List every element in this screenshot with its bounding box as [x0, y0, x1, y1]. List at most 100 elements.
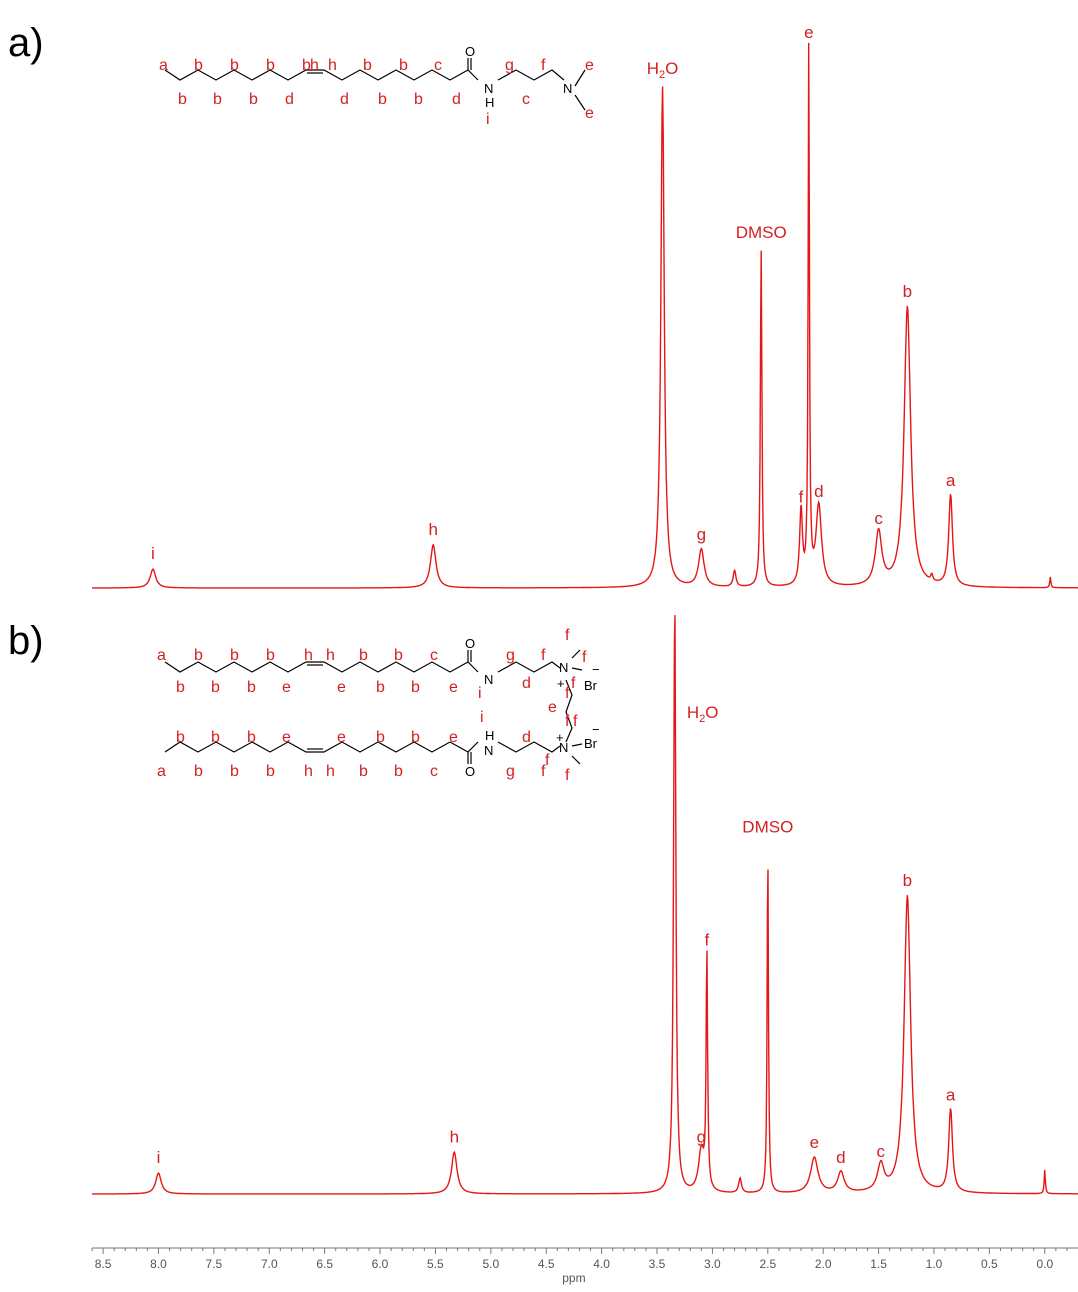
struct-a-label: b [414, 91, 423, 108]
atom-o-b1: O [465, 636, 475, 651]
struct-b-label: h [304, 763, 313, 780]
peak-label-b-a: a [946, 1086, 956, 1105]
atom-n-quat-b1: N [559, 660, 568, 675]
x-tick-label: 1.5 [870, 1257, 887, 1271]
x-axis-title: ppm [562, 1271, 585, 1285]
atom-br-b2: Br [584, 736, 598, 751]
atom-o-a: O [465, 44, 475, 59]
struct-b-label: b [376, 729, 385, 746]
peak-label-a-g: g [697, 525, 706, 544]
struct-b-quat-label: f [565, 767, 570, 784]
x-tick-label: 5.0 [482, 1257, 499, 1271]
struct-a-label: h [310, 57, 319, 74]
struct-a-label: b [302, 57, 311, 74]
struct-b-label: b [411, 729, 420, 746]
struct-b-label: a [157, 763, 166, 780]
peak-label-b-h: h [450, 1127, 459, 1146]
structure-a: O N H N a b b b b h h b b c g f e b b b … [159, 44, 594, 128]
struct-b-label: b [230, 647, 239, 664]
atom-n-amine-a: N [563, 81, 572, 96]
struct-a-label: b [178, 91, 187, 108]
peak-label-b-i: i [157, 1148, 161, 1167]
struct-a-label: h [328, 57, 337, 74]
struct-b-label-i: i [480, 709, 484, 726]
atom-h-amide-a: H [485, 95, 494, 110]
struct-b-label: c [430, 647, 438, 664]
atom-plus-b2: + [556, 730, 564, 745]
struct-b-label: g [506, 647, 515, 664]
struct-b-quat-label: f [571, 675, 576, 692]
struct-b-label: c [430, 763, 438, 780]
struct-b-label: e [337, 729, 346, 746]
struct-b-label: b [266, 763, 275, 780]
struct-b-label: f [541, 763, 546, 780]
ppm-axis: 8.5 8.0 7.5 7.0 6.5 6.0 5.5 5.0 4.5 4.0 3.5 3.0 2.5 2… [91, 1247, 1078, 1285]
struct-b-label: h [304, 647, 313, 664]
panel-a-label: a) [8, 21, 44, 65]
x-tick-label: 8.5 [95, 1257, 112, 1271]
struct-a-label: b [266, 57, 275, 74]
struct-a-label: b [378, 91, 387, 108]
struct-b-label: e [282, 729, 291, 746]
struct-a-label: b [399, 57, 408, 74]
peak-label-a-e: e [804, 23, 813, 42]
x-tick-label: 0.0 [1036, 1257, 1053, 1271]
spectrum-line-b [92, 615, 1078, 1195]
atom-plus-b1: + [557, 676, 565, 691]
peak-label-a-d: d [814, 482, 823, 501]
struct-b-quat-label: f [565, 627, 570, 644]
peak-label-b-c: c [877, 1142, 886, 1161]
peak-label-b-h2o: H2O [687, 703, 719, 725]
x-tick-label: 5.5 [427, 1257, 444, 1271]
struct-b-label: d [522, 729, 531, 746]
peak-label-b-e: e [810, 1133, 819, 1152]
struct-a-label: b [230, 57, 239, 74]
struct-a-label: e [585, 105, 594, 122]
struct-a-label: c [434, 57, 442, 74]
struct-b-label: b [211, 729, 220, 746]
struct-b-label: e [449, 679, 458, 696]
x-tick-label: 0.5 [981, 1257, 998, 1271]
x-tick-label: 4.0 [593, 1257, 610, 1271]
atom-minus-b1: − [592, 662, 600, 677]
struct-a-label: c [522, 91, 530, 108]
struct-b-label: b [176, 679, 185, 696]
struct-b-label: g [506, 763, 515, 780]
peak-label-a-c: c [874, 509, 883, 528]
x-tick-label: 7.0 [261, 1257, 278, 1271]
struct-a-label: b [249, 91, 258, 108]
atom-minus-b2: − [592, 722, 600, 737]
atom-n-amide-b1: N [484, 672, 493, 687]
x-tick-label: 4.5 [538, 1257, 555, 1271]
peak-label-a-dmso: DMSO [736, 223, 787, 242]
atom-n-amide-a: N [484, 81, 493, 96]
peak-label-b-d: d [836, 1148, 845, 1167]
struct-a-label: d [285, 91, 294, 108]
peak-label-b-dmso: DMSO [742, 817, 793, 836]
struct-b-label: e [449, 729, 458, 746]
struct-b-label: b [376, 679, 385, 696]
struct-a-label: g [505, 57, 514, 74]
struct-a-label: a [159, 57, 168, 74]
struct-b-label: b [247, 679, 256, 696]
structure-b: O N N + Br − H N O N + Br − a b b b h h … [157, 627, 600, 784]
peak-label-a-h2o: H2O [647, 59, 679, 81]
atom-n-quat-b2: N [559, 740, 568, 755]
x-tick-label: 1.0 [926, 1257, 943, 1271]
x-tick-label: 2.0 [815, 1257, 832, 1271]
struct-b-label: b [394, 647, 403, 664]
struct-b-label: a [157, 647, 166, 664]
struct-b-label: h [326, 647, 335, 664]
x-tick-label: 2.5 [759, 1257, 776, 1271]
peak-label-b-g: g [697, 1127, 706, 1146]
x-tick-label: 3.0 [704, 1257, 721, 1271]
struct-b-label: d [522, 675, 531, 692]
struct-a-label-i: i [486, 111, 490, 128]
struct-b-label: b [411, 679, 420, 696]
struct-b-quat-label: f [582, 649, 587, 666]
x-tick-label: 6.5 [316, 1257, 333, 1271]
atom-o-b2: O [465, 764, 475, 779]
peak-label-a-h: h [428, 520, 437, 539]
